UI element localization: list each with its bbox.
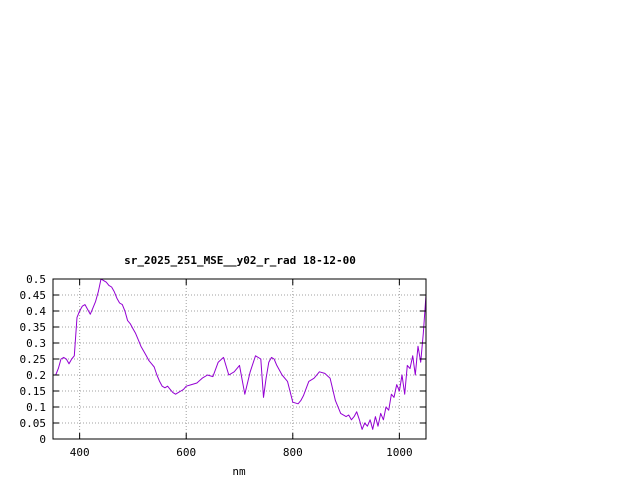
- x-axis-label: nm: [232, 465, 246, 478]
- x-tick-label: 400: [70, 446, 90, 459]
- y-tick-label: 0.05: [20, 417, 47, 430]
- y-tick-label: 0.1: [26, 401, 46, 414]
- y-tick-label: 0: [39, 433, 46, 446]
- y-tick-label: 0.35: [20, 321, 47, 334]
- y-tick-label: 0.2: [26, 369, 46, 382]
- x-tick-label: 600: [176, 446, 196, 459]
- y-tick-label: 0.15: [20, 385, 47, 398]
- chart-title: sr_2025_251_MSE__y02_r_rad 18-12-00: [124, 254, 356, 267]
- x-tick-label: 1000: [386, 446, 413, 459]
- data-layer: [53, 278, 427, 430]
- y-tick-label: 0.25: [20, 353, 47, 366]
- y-tick-label: 0.3: [26, 337, 46, 350]
- x-tick-label: 800: [283, 446, 303, 459]
- y-tick-label: 0.5: [26, 273, 46, 286]
- tick-labels: 0 0.05 0.1 0.15 0.2 0.25 0.3 0.35 0.4 0.45 0.5 400 6…: [20, 273, 413, 459]
- grid: [53, 279, 426, 439]
- y-tick-label: 0.45: [20, 289, 47, 302]
- ticks: [53, 278, 426, 440]
- y-tick-label: 0.4: [26, 305, 46, 318]
- series-line-0: [53, 278, 427, 430]
